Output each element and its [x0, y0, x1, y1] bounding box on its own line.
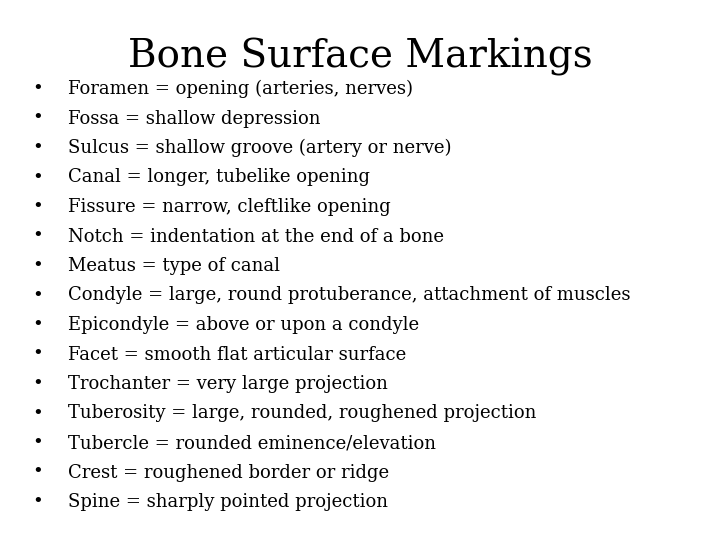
Text: •: • — [32, 168, 43, 186]
Text: •: • — [32, 227, 43, 246]
Text: •: • — [32, 463, 43, 482]
Text: Condyle = large, round protuberance, attachment of muscles: Condyle = large, round protuberance, att… — [68, 287, 631, 305]
Text: Foramen = opening (arteries, nerves): Foramen = opening (arteries, nerves) — [68, 80, 413, 98]
Text: •: • — [32, 404, 43, 422]
Text: Spine = sharply pointed projection: Spine = sharply pointed projection — [68, 493, 388, 511]
Text: •: • — [32, 375, 43, 393]
Text: Fissure = narrow, cleftlike opening: Fissure = narrow, cleftlike opening — [68, 198, 391, 216]
Text: Bone Surface Markings: Bone Surface Markings — [127, 38, 593, 76]
Text: •: • — [32, 346, 43, 363]
Text: Epicondyle = above or upon a condyle: Epicondyle = above or upon a condyle — [68, 316, 419, 334]
Text: Crest = roughened border or ridge: Crest = roughened border or ridge — [68, 463, 389, 482]
Text: Tubercle = rounded eminence/elevation: Tubercle = rounded eminence/elevation — [68, 434, 436, 452]
Text: •: • — [32, 434, 43, 452]
Text: Notch = indentation at the end of a bone: Notch = indentation at the end of a bone — [68, 227, 444, 246]
Text: •: • — [32, 287, 43, 305]
Text: •: • — [32, 198, 43, 216]
Text: Sulcus = shallow groove (artery or nerve): Sulcus = shallow groove (artery or nerve… — [68, 139, 451, 157]
Text: Trochanter = very large projection: Trochanter = very large projection — [68, 375, 388, 393]
Text: Tuberosity = large, rounded, roughened projection: Tuberosity = large, rounded, roughened p… — [68, 404, 536, 422]
Text: •: • — [32, 493, 43, 511]
Text: Meatus = type of canal: Meatus = type of canal — [68, 257, 280, 275]
Text: •: • — [32, 80, 43, 98]
Text: •: • — [32, 316, 43, 334]
Text: Facet = smooth flat articular surface: Facet = smooth flat articular surface — [68, 346, 406, 363]
Text: Canal = longer, tubelike opening: Canal = longer, tubelike opening — [68, 168, 370, 186]
Text: •: • — [32, 139, 43, 157]
Text: •: • — [32, 257, 43, 275]
Text: •: • — [32, 110, 43, 127]
Text: Fossa = shallow depression: Fossa = shallow depression — [68, 110, 320, 127]
